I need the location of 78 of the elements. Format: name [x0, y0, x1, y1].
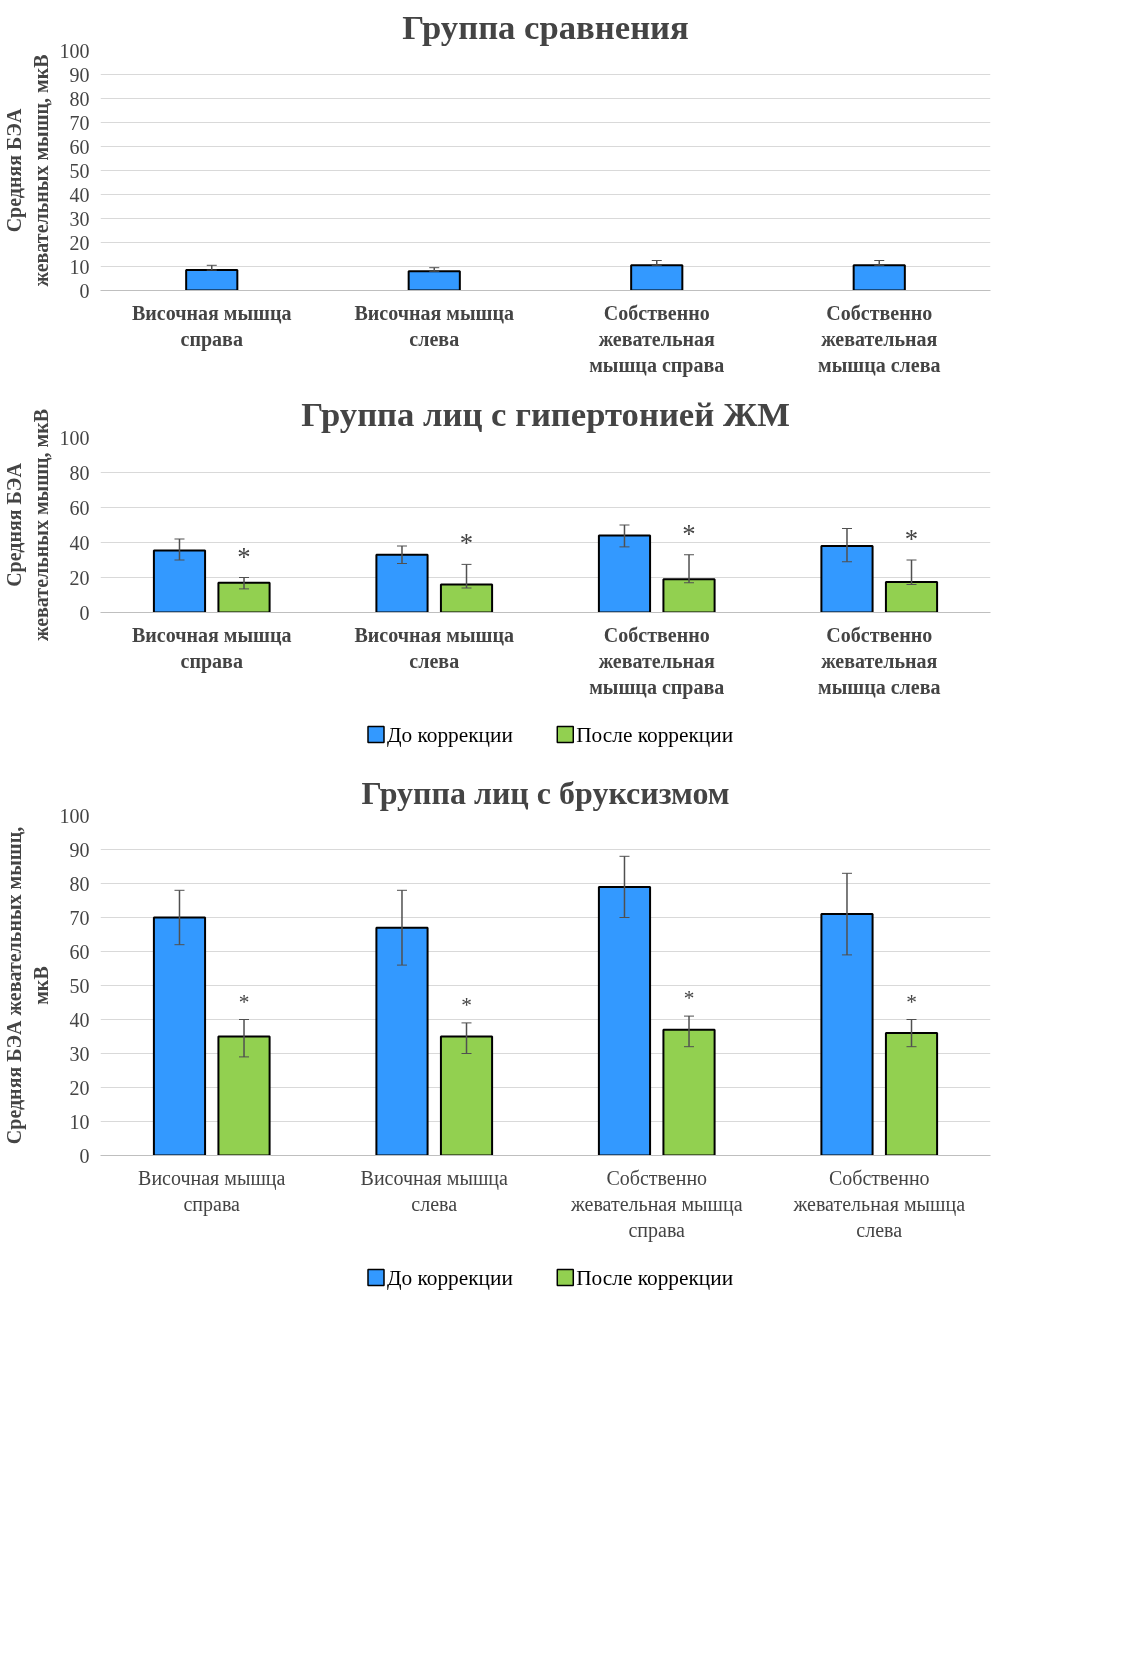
x-tick-label: Височная мышца справа	[138, 1166, 286, 1216]
chart-title: Группа сравнения	[402, 7, 689, 46]
y-tick-label: 40	[69, 531, 90, 554]
bar	[152, 916, 207, 1156]
y-tick-label: 100	[59, 426, 90, 449]
x-tick-label: Височная мышца слева	[360, 1166, 509, 1215]
annotation: *	[237, 541, 251, 572]
y-tick-label: 0	[79, 601, 90, 624]
legend-label: После коррекции	[576, 1265, 734, 1290]
annotation: *	[459, 528, 474, 559]
y-tick-label: 20	[69, 1076, 90, 1099]
bar	[884, 1032, 939, 1156]
legend-label: После коррекции	[576, 722, 734, 747]
y-tick-label: 0	[79, 279, 90, 302]
y-tick-label: 100	[59, 39, 90, 62]
annotation: *	[682, 518, 696, 549]
x-tick-label: Височная мышца слева	[354, 301, 514, 350]
x-tick-label: Собственно жевательная мышца слева	[792, 1166, 966, 1242]
chart-title: Группа лиц с бруксизмом	[361, 774, 730, 811]
bar	[152, 549, 207, 613]
y-tick-label: 60	[69, 135, 90, 158]
bar	[884, 580, 939, 613]
legend-label: До коррекции	[386, 722, 513, 747]
y-tick-label: 60	[69, 496, 90, 519]
bar	[662, 578, 716, 613]
chart-title: Группа лиц с гипертонией ЖМ	[301, 394, 790, 433]
bar	[597, 885, 652, 1156]
x-tick-label: Височная мышца слева	[354, 623, 514, 672]
y-tick-label: 70	[69, 906, 90, 929]
x-tick-label: Височная мышца справа	[132, 623, 292, 673]
y-tick-label: 100	[59, 804, 90, 827]
x-tick-label: Собственно жевательная мышца слева	[818, 623, 941, 699]
x-tick-label: Собственно жевательная мышца справа	[569, 1166, 743, 1243]
bar	[217, 581, 271, 613]
y-tick-label: 20	[69, 231, 90, 254]
x-tick-label: Собственно жевательная мышца справа	[589, 301, 725, 378]
y-tick-label: 0	[79, 1144, 90, 1167]
y-tick-label: 70	[69, 111, 90, 134]
y-tick-label: 40	[69, 1008, 90, 1031]
annotation: *	[238, 989, 250, 1014]
bar	[852, 264, 906, 291]
x-tick-label: Височная мышца справа	[132, 301, 292, 351]
y-tick-label: 60	[69, 940, 90, 963]
y-tick-label: 10	[69, 1110, 90, 1133]
x-tick-label: Собственно жевательная мышца слева	[818, 301, 941, 377]
bar	[217, 1035, 271, 1156]
bar	[597, 534, 652, 613]
x-tick-label: Собственно жевательная мышца справа	[589, 623, 725, 700]
y-tick-label: 90	[69, 838, 90, 861]
y-tick-label: 80	[69, 87, 90, 110]
y-axis-title: Средняя БЭА жевательных мышц, мкВ	[3, 408, 52, 642]
bar	[185, 269, 239, 291]
y-tick-label: 50	[69, 159, 90, 182]
bar	[375, 553, 429, 613]
annotation: *	[904, 524, 919, 554]
annotation: *	[906, 989, 917, 1014]
y-tick-label: 20	[69, 566, 90, 589]
annotation: *	[461, 992, 472, 1017]
bar	[439, 1035, 494, 1156]
y-axis-title: Средняя БЭА жевательных мышц, мкВ	[3, 54, 52, 287]
legend-label: До коррекции	[386, 1265, 513, 1290]
y-axis-title: Средняя БЭА жевательных мышц, мкВ	[3, 826, 52, 1145]
y-tick-label: 40	[69, 183, 90, 206]
y-tick-label: 80	[69, 872, 90, 895]
bar	[820, 913, 874, 1156]
y-tick-label: 80	[69, 461, 90, 484]
y-tick-label: 10	[69, 255, 90, 278]
bar	[662, 1028, 716, 1156]
y-tick-label: 30	[69, 1042, 90, 1065]
bar	[820, 545, 874, 613]
y-tick-label: 50	[69, 974, 90, 997]
bar	[375, 926, 429, 1156]
bar	[407, 270, 461, 291]
bar	[630, 264, 684, 291]
bar	[439, 583, 494, 613]
y-tick-label: 90	[69, 63, 90, 86]
y-tick-label: 30	[69, 207, 90, 230]
annotation: *	[683, 986, 695, 1011]
